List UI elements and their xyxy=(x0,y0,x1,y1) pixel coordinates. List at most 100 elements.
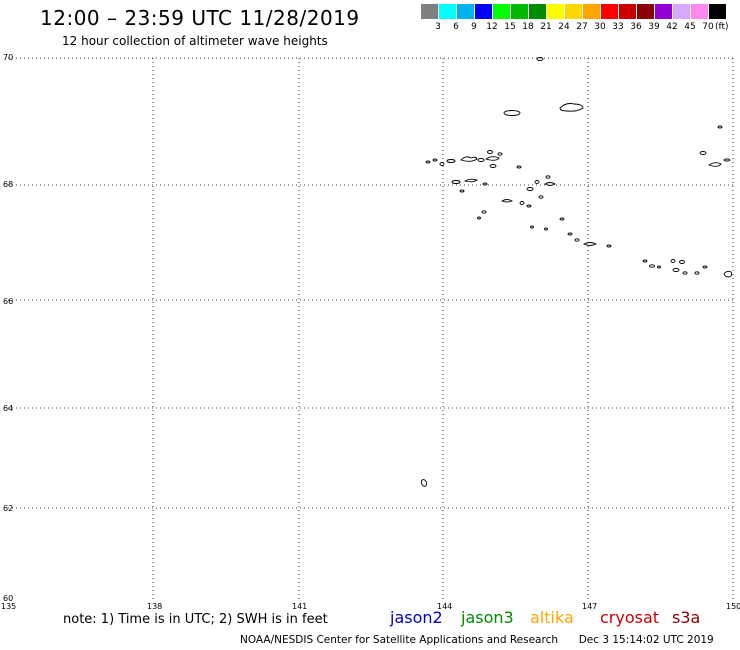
island xyxy=(477,158,485,162)
satellite-label-cryosat: cryosat xyxy=(600,608,660,627)
island xyxy=(544,182,556,186)
island xyxy=(642,259,648,263)
lat-label: 64 xyxy=(3,404,13,413)
legend-label: 9 xyxy=(471,22,477,32)
legend-swatch xyxy=(691,4,709,19)
satellite-label-altika: altika xyxy=(530,608,574,627)
legend-swatch xyxy=(493,4,511,19)
footer-credit: NOAA/NESDIS Center for Satellite Applica… xyxy=(240,634,714,646)
island xyxy=(536,57,544,61)
island xyxy=(432,158,438,162)
legend-swatch xyxy=(565,4,583,19)
legend-swatch xyxy=(421,4,439,19)
legend-label: 6 xyxy=(453,22,459,32)
legend-swatch xyxy=(655,4,673,19)
island xyxy=(477,216,481,220)
island xyxy=(530,225,534,229)
legend-label: 3 xyxy=(435,22,441,32)
island xyxy=(559,217,565,221)
color-legend xyxy=(421,4,727,19)
legend-swatch xyxy=(673,4,691,19)
satellite-label-jason2: jason2 xyxy=(390,608,443,627)
island xyxy=(538,195,544,199)
legend-label: 36 xyxy=(630,22,642,32)
legend-label: 39 xyxy=(648,22,660,32)
legend-label: 21 xyxy=(540,22,552,32)
legend-label: 45 xyxy=(684,22,696,32)
island xyxy=(672,268,680,272)
legend-label: 24 xyxy=(558,22,570,32)
island xyxy=(723,270,733,278)
island xyxy=(574,238,580,242)
legend-swatch xyxy=(583,4,601,19)
island xyxy=(487,150,493,154)
island xyxy=(699,151,707,155)
legend-swatch xyxy=(529,4,547,19)
island xyxy=(717,125,723,129)
island xyxy=(497,152,503,156)
island xyxy=(519,201,525,205)
satellite-label-jason3: jason3 xyxy=(461,608,514,627)
island xyxy=(481,210,487,214)
lat-label: 60 xyxy=(3,594,13,603)
footer-note: note: 1) Time is in UTC; 2) SWH is in fe… xyxy=(63,612,328,627)
legend-unit: (ft) xyxy=(715,22,729,32)
island xyxy=(606,244,612,248)
lat-label: 70 xyxy=(3,53,13,62)
island xyxy=(657,265,661,269)
lon-label: 150 xyxy=(726,602,740,611)
island xyxy=(545,175,551,179)
island xyxy=(482,182,488,186)
legend-label: 30 xyxy=(594,22,606,32)
island xyxy=(670,259,676,263)
island xyxy=(500,199,514,203)
island xyxy=(446,159,456,163)
island xyxy=(582,242,598,246)
island xyxy=(460,156,478,162)
legend-swatch xyxy=(619,4,637,19)
island xyxy=(503,110,521,116)
island xyxy=(489,164,497,168)
legend-label: 70 xyxy=(702,22,714,32)
island xyxy=(694,271,700,275)
island xyxy=(425,160,431,164)
legend-label: 15 xyxy=(504,22,516,32)
lat-label: 68 xyxy=(3,180,13,189)
island xyxy=(439,162,445,166)
lon-label: 141 xyxy=(292,602,307,611)
legend-label: 27 xyxy=(576,22,588,32)
lon-label: 135 xyxy=(1,602,16,611)
legend-label: 33 xyxy=(612,22,624,32)
lon-label: 147 xyxy=(582,602,597,611)
lat-label: 66 xyxy=(3,297,13,306)
legend-swatch xyxy=(601,4,619,19)
island xyxy=(723,158,731,162)
island xyxy=(526,187,534,191)
credit-timestamp: Dec 3 15:14:02 UTC 2019 xyxy=(578,634,714,646)
island xyxy=(559,103,584,112)
page-title: 12:00 – 23:59 UTC 11/28/2019 xyxy=(40,6,360,30)
page-subtitle: 12 hour collection of altimeter wave hei… xyxy=(62,34,328,48)
legend-swatch xyxy=(511,4,529,19)
legend-label: 12 xyxy=(486,22,498,32)
legend-swatch xyxy=(637,4,655,19)
map-grid xyxy=(8,57,736,600)
legend-swatch xyxy=(475,4,493,19)
island xyxy=(682,271,688,275)
legend-labels: 3 6 9 12 15 18 21 24 27 30 33 36 39 42 4… xyxy=(421,22,740,34)
island xyxy=(516,165,522,169)
island xyxy=(679,260,685,264)
lat-label: 62 xyxy=(3,504,13,513)
island xyxy=(534,180,540,184)
lon-label: 144 xyxy=(437,602,452,611)
island xyxy=(459,189,465,193)
legend-label: 18 xyxy=(522,22,534,32)
island xyxy=(526,204,532,208)
legend-swatch xyxy=(439,4,457,19)
island xyxy=(451,180,461,184)
island xyxy=(649,264,655,268)
coastline-islands xyxy=(420,57,733,487)
credit-org: NOAA/NESDIS Center for Satellite Applica… xyxy=(240,634,558,646)
legend-swatch xyxy=(709,4,727,19)
